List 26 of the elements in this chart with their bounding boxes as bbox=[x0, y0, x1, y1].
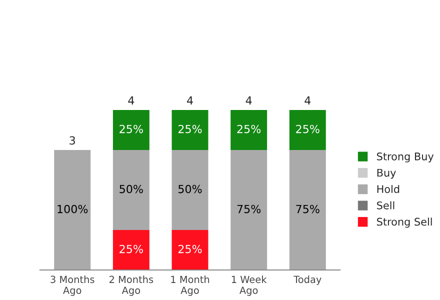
annotation: 75% bbox=[296, 204, 320, 214]
total-label: 3 bbox=[70, 136, 75, 145]
annotation: 25% bbox=[237, 124, 261, 134]
x-tick-label: 3 Months Ago bbox=[50, 276, 94, 296]
legend-label: Sell bbox=[377, 201, 394, 210]
annotation: 25% bbox=[178, 244, 202, 254]
annotation: 25% bbox=[120, 124, 143, 134]
legend-label: Buy bbox=[377, 168, 396, 179]
total-label: 4 bbox=[128, 96, 134, 104]
legend-label: Strong Buy bbox=[377, 152, 434, 162]
annotation: 25% bbox=[296, 124, 320, 134]
legend-label: Hold bbox=[377, 184, 400, 194]
annotation: 25% bbox=[120, 244, 143, 254]
legend-label: Strong Sell bbox=[377, 218, 432, 228]
annotation: 100% bbox=[58, 204, 88, 214]
x-tick-label: 1 Month Ago bbox=[171, 276, 210, 296]
total-label: 4 bbox=[187, 96, 193, 104]
annotation: 75% bbox=[237, 204, 261, 214]
annotation: 50% bbox=[178, 184, 202, 194]
x-tick-label: Today bbox=[294, 276, 322, 285]
x-tick-label: 1 Week Ago bbox=[232, 276, 267, 296]
annotation: 50% bbox=[120, 184, 143, 194]
x-tick-label: 2 Months Ago bbox=[109, 276, 154, 296]
total-label: 4 bbox=[246, 96, 252, 104]
annotation: 25% bbox=[178, 124, 202, 134]
total-label: 4 bbox=[304, 96, 311, 104]
